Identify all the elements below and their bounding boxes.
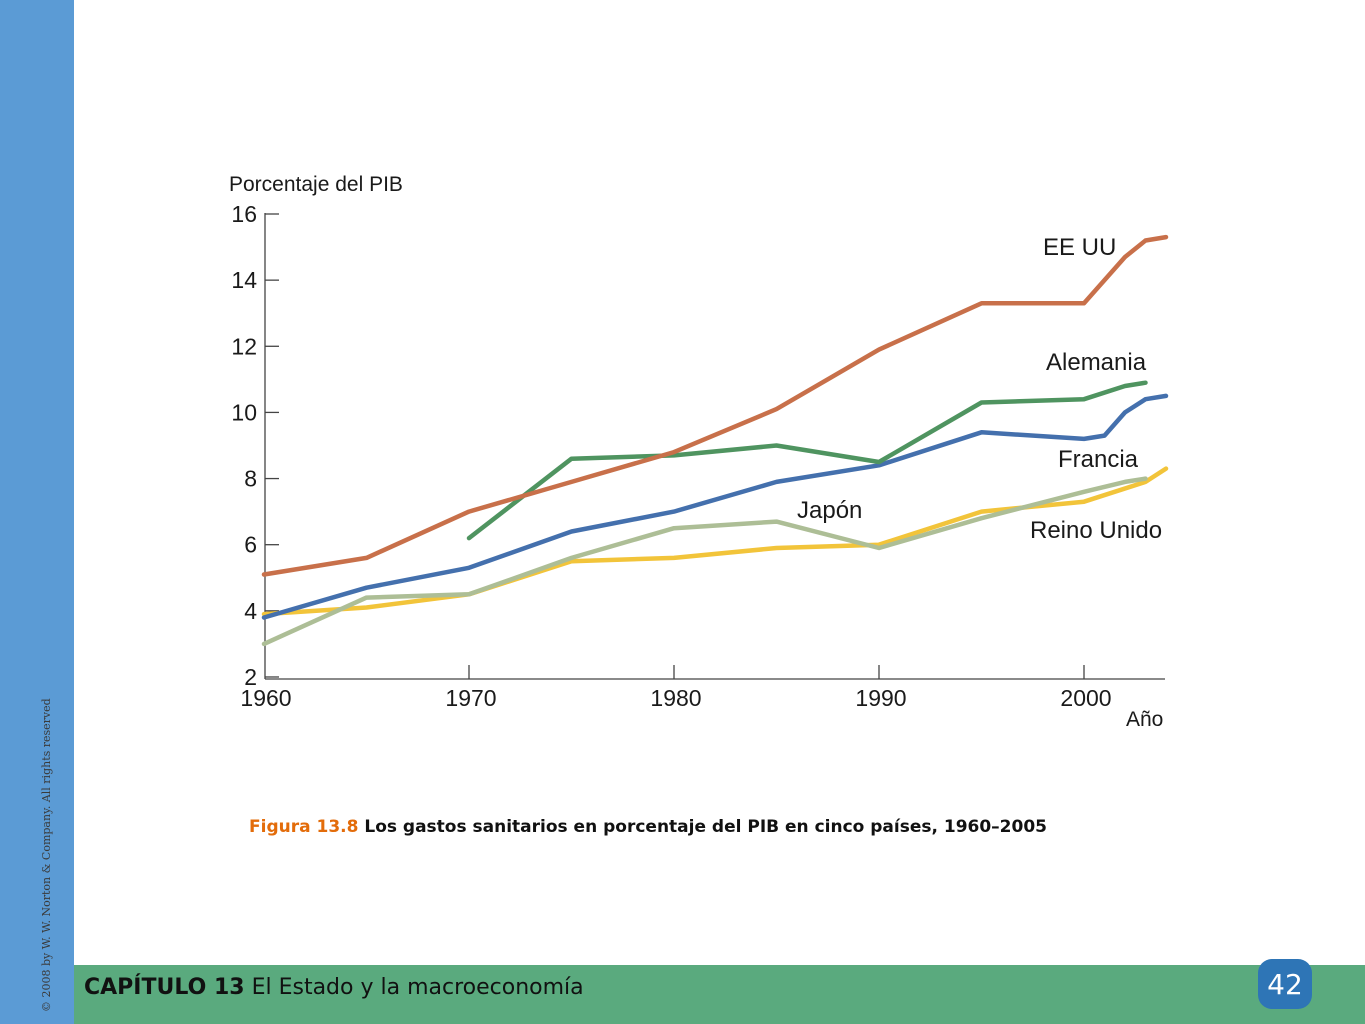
y-tick-label: 4 bbox=[244, 598, 257, 624]
x-tick-label: 1990 bbox=[855, 685, 906, 711]
chart-series-lines bbox=[261, 234, 1169, 647]
y-tick-label: 10 bbox=[231, 399, 257, 425]
series-line-japón bbox=[261, 476, 1148, 647]
y-axis-label: Porcentaje del PIB bbox=[229, 173, 403, 196]
series-line-reino-unido bbox=[261, 466, 1169, 617]
series-line-ee-uu bbox=[261, 234, 1169, 577]
series-label-alemania: Alemania bbox=[1046, 349, 1147, 376]
chapter-heading: CAPÍTULO 13 El Estado y la macroeconomía bbox=[84, 975, 584, 1000]
y-tick-label: 6 bbox=[244, 532, 257, 558]
series-line-alemania bbox=[466, 380, 1148, 541]
x-tick-label: 1980 bbox=[650, 685, 701, 711]
y-tick-label: 2 bbox=[244, 664, 257, 690]
chapter-label: CAPÍTULO 13 bbox=[84, 975, 245, 1000]
series-label-ee-uu: EE UU bbox=[1043, 234, 1116, 261]
series-label-japón: Japón bbox=[797, 497, 862, 524]
left-sidebar-bar bbox=[0, 0, 74, 1024]
y-tick-label: 16 bbox=[231, 201, 257, 227]
x-axis-label: Año bbox=[1126, 708, 1163, 731]
page-number-badge: 42 bbox=[1258, 959, 1312, 1009]
chapter-title: El Estado y la macroeconomía bbox=[251, 975, 584, 1000]
series-line-francia bbox=[261, 393, 1169, 620]
figure-label: Figura 13.8 bbox=[249, 817, 359, 837]
footer-bar bbox=[74, 965, 1365, 1024]
y-tick-label: 12 bbox=[231, 333, 257, 359]
x-tick-label: 1960 bbox=[240, 685, 291, 711]
series-label-francia: Francia bbox=[1058, 446, 1139, 473]
series-label-reino-unido: Reino Unido bbox=[1030, 517, 1162, 544]
y-tick-label: 8 bbox=[244, 466, 257, 492]
y-tick-label: 14 bbox=[231, 267, 257, 293]
figure-caption: Figura 13.8 Los gastos sanitarios en por… bbox=[249, 817, 1047, 837]
x-tick-label: 1970 bbox=[445, 685, 496, 711]
x-tick-label: 2000 bbox=[1060, 685, 1111, 711]
chart-series-labels: EE UU Alemania Francia Japón Reino Unido bbox=[797, 234, 1162, 544]
figure-caption-text: Los gastos sanitarios en porcentaje del … bbox=[364, 817, 1047, 837]
